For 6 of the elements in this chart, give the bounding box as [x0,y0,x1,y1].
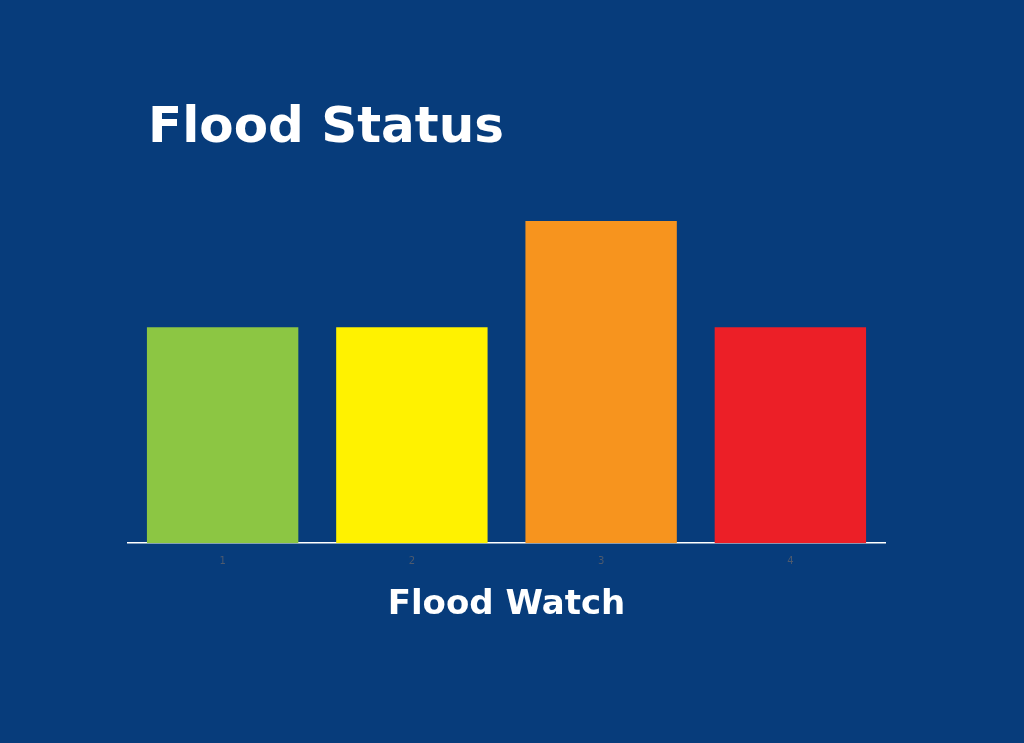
x-axis-title: Flood Watch [387,582,626,623]
x-tick-label: 3 [597,554,605,566]
x-tick-label: 4 [787,554,794,566]
x-tick-label: 2 [408,554,416,566]
x-tick-label: 1 [219,554,226,566]
chart-title: Flood Status [148,96,505,154]
